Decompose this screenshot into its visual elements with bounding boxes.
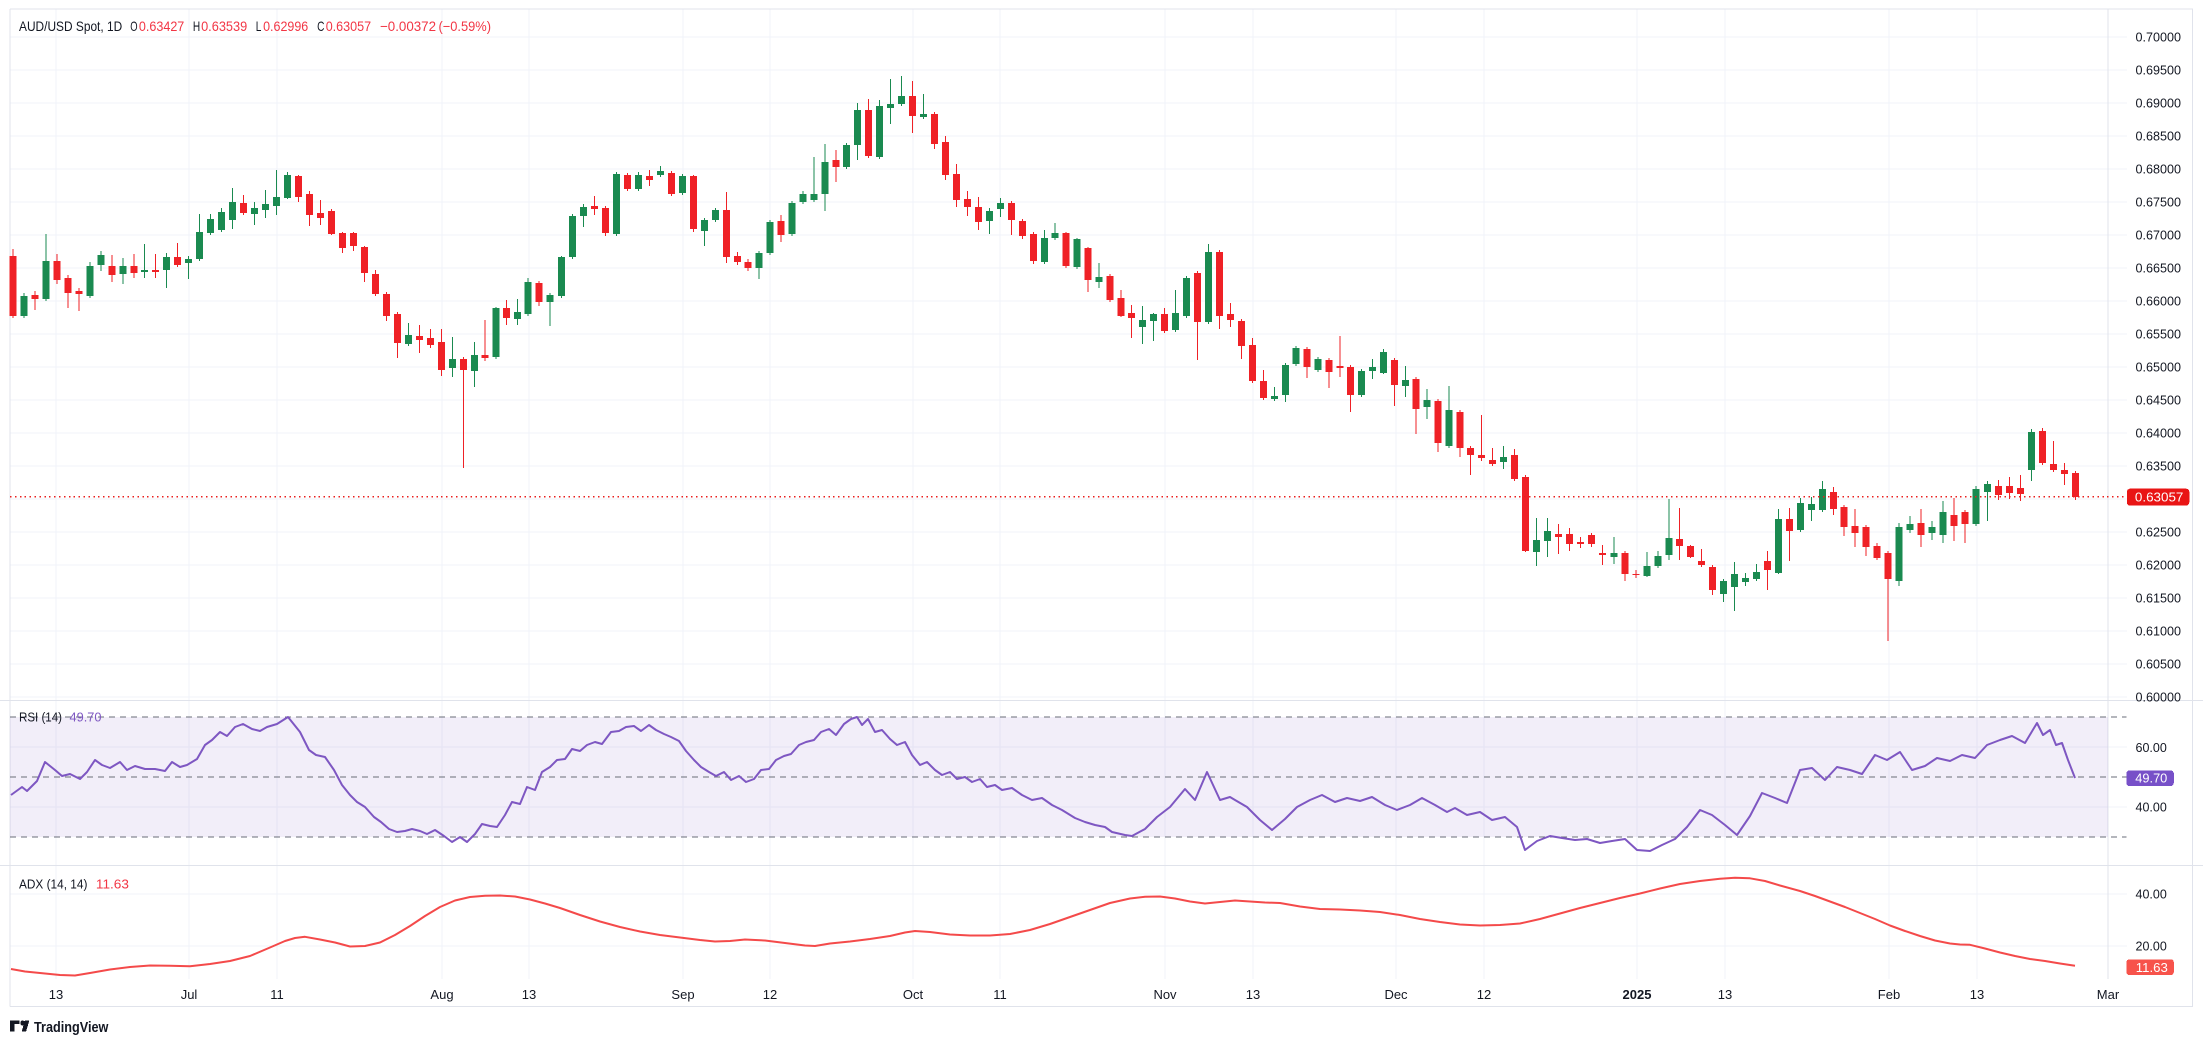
svg-text:60.00: 60.00 <box>2136 740 2167 755</box>
svg-text:Feb: Feb <box>1878 987 1900 1002</box>
svg-text:0.65500: 0.65500 <box>2136 327 2182 342</box>
svg-text:0.67500: 0.67500 <box>2136 195 2182 210</box>
svg-text:0.69500: 0.69500 <box>2136 63 2182 78</box>
svg-text:Jul: Jul <box>181 987 198 1002</box>
svg-text:49.70: 49.70 <box>70 710 102 724</box>
svg-text:0.62500: 0.62500 <box>2136 525 2182 540</box>
svg-text:11: 11 <box>270 987 284 1002</box>
svg-text:Sep: Sep <box>671 987 694 1002</box>
svg-text:L: L <box>256 18 262 34</box>
svg-text:0.66500: 0.66500 <box>2136 261 2182 276</box>
svg-text:13: 13 <box>49 987 63 1002</box>
svg-text:0.65000: 0.65000 <box>2136 360 2182 375</box>
svg-text:0.62000: 0.62000 <box>2136 558 2182 573</box>
svg-text:11.63: 11.63 <box>96 878 129 892</box>
svg-text:0.70000: 0.70000 <box>2136 30 2182 45</box>
svg-text:13: 13 <box>522 987 536 1002</box>
svg-text:49.70: 49.70 <box>2135 771 2167 786</box>
svg-text:C: C <box>317 18 324 34</box>
svg-text:13: 13 <box>1970 987 1984 1002</box>
svg-text:TradingView: TradingView <box>34 1019 109 1036</box>
svg-text:Dec: Dec <box>1384 987 1408 1002</box>
svg-text:0.63427: 0.63427 <box>139 18 185 34</box>
svg-text:0.66000: 0.66000 <box>2136 294 2182 309</box>
svg-text:−0.00372: −0.00372 <box>380 18 436 34</box>
svg-text:ADX (14, 14): ADX (14, 14) <box>19 878 87 892</box>
svg-text:0.63500: 0.63500 <box>2136 459 2182 474</box>
svg-text:12: 12 <box>763 987 777 1002</box>
svg-text:AUD/USD Spot, 1D: AUD/USD Spot, 1D <box>19 18 122 34</box>
svg-text:H: H <box>193 18 200 34</box>
svg-text:2025: 2025 <box>1623 987 1652 1002</box>
svg-text:0.60500: 0.60500 <box>2136 657 2182 672</box>
svg-text:11: 11 <box>993 987 1007 1002</box>
svg-text:0.68000: 0.68000 <box>2136 162 2182 177</box>
svg-text:13: 13 <box>1246 987 1260 1002</box>
svg-text:0.61000: 0.61000 <box>2136 624 2182 639</box>
svg-text:13: 13 <box>1718 987 1732 1002</box>
svg-text:0.68500: 0.68500 <box>2136 129 2182 144</box>
svg-text:O: O <box>130 18 137 34</box>
svg-text:(−0.59%): (−0.59%) <box>439 18 492 34</box>
svg-text:0.63057: 0.63057 <box>2135 490 2184 505</box>
svg-text:12: 12 <box>1477 987 1491 1002</box>
svg-text:0.62996: 0.62996 <box>263 18 308 34</box>
svg-text:RSI (14): RSI (14) <box>19 710 62 724</box>
svg-text:Mar: Mar <box>2097 987 2120 1002</box>
svg-text:0.60000: 0.60000 <box>2136 690 2182 705</box>
svg-text:0.67000: 0.67000 <box>2136 228 2182 243</box>
svg-text:Oct: Oct <box>903 987 924 1002</box>
svg-text:Aug: Aug <box>430 987 453 1002</box>
svg-text:40.00: 40.00 <box>2136 887 2167 902</box>
svg-text:20.00: 20.00 <box>2136 939 2167 954</box>
svg-text:0.69000: 0.69000 <box>2136 96 2182 111</box>
svg-text:0.64000: 0.64000 <box>2136 426 2182 441</box>
svg-text:0.64500: 0.64500 <box>2136 393 2182 408</box>
svg-text:0.63539: 0.63539 <box>201 18 247 34</box>
svg-text:0.63057: 0.63057 <box>326 18 372 34</box>
svg-text:11.63: 11.63 <box>2136 960 2168 975</box>
svg-text:Nov: Nov <box>1153 987 1177 1002</box>
svg-text:40.00: 40.00 <box>2136 800 2167 815</box>
svg-text:0.61500: 0.61500 <box>2136 591 2182 606</box>
